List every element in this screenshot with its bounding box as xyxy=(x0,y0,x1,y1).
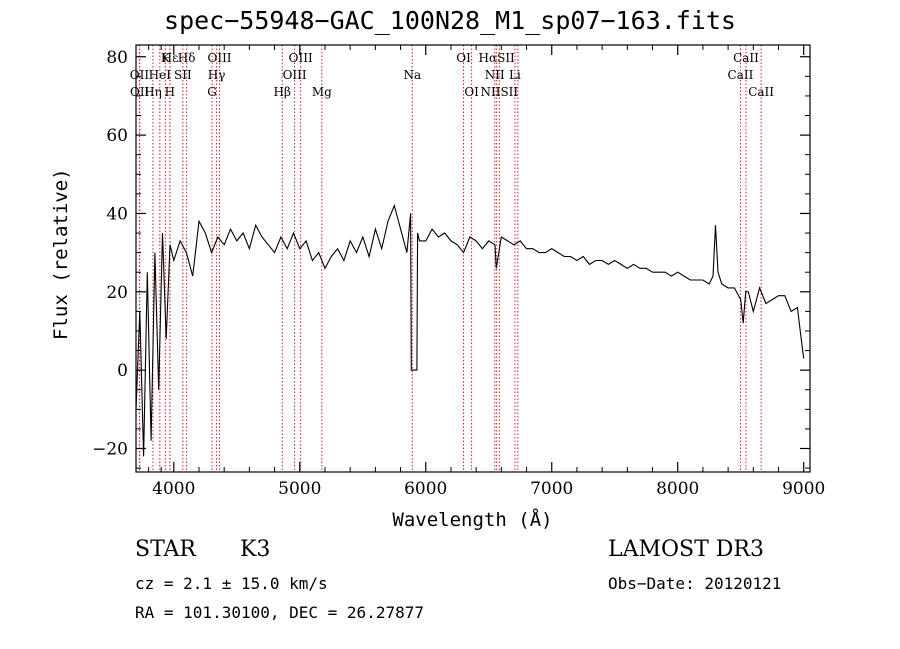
x-axis-label: Wavelength (Å) xyxy=(392,509,553,531)
line-label-13: Na xyxy=(403,68,421,82)
line-label-18: Hη xyxy=(144,85,162,99)
object-class: STAR xyxy=(135,537,196,562)
line-label-3: OIII xyxy=(207,51,231,65)
x-tick-label-1: 5000 xyxy=(278,479,321,499)
line-label-11: Hγ xyxy=(208,68,226,82)
x-tick-label-5: 9000 xyxy=(782,479,825,499)
x-tick-label-4: 8000 xyxy=(656,479,699,499)
line-label-6: HαSII xyxy=(479,51,516,65)
x-axis-ticks: 4000 5000 6000 7000 8000 9000 xyxy=(148,45,825,499)
y-axis-ticks: −20 0 20 40 60 80 xyxy=(92,48,810,469)
flux-series-line xyxy=(135,203,805,457)
line-label-4: OIII xyxy=(289,51,313,65)
y-tick-label-2: 20 xyxy=(106,283,128,303)
line-label-1: K xyxy=(161,51,171,65)
line-label-8: OII xyxy=(130,68,150,82)
y-tick-label-0: −20 xyxy=(92,439,128,459)
line-label-12: OIII xyxy=(283,68,307,82)
survey-name: LAMOST DR3 xyxy=(608,537,764,562)
line-label-10: SII xyxy=(174,68,192,82)
y-tick-label-5: 80 xyxy=(106,48,128,68)
spectral-line-markers xyxy=(138,45,762,472)
plot-frame xyxy=(135,44,811,473)
x-tick-label-3: 7000 xyxy=(530,479,573,499)
line-label-20: G xyxy=(207,85,217,99)
line-label-16: CaII xyxy=(728,68,754,82)
line-label-24: NIISII xyxy=(480,85,518,99)
line-label-9: HeI xyxy=(149,68,172,82)
object-subclass: K3 xyxy=(240,537,271,562)
y-axis-label: Flux (relative) xyxy=(50,168,72,340)
line-label-2: Hδ xyxy=(178,51,196,65)
line-label-19: H xyxy=(165,85,175,99)
ra-dec-coordinates: RA = 101.30100, DEC = 26.27877 xyxy=(135,603,424,622)
line-label-21: Hβ xyxy=(274,85,291,99)
line-label-5: OI xyxy=(456,51,471,65)
line-label-17: OII xyxy=(130,85,150,99)
line-label-22: Mg xyxy=(312,85,332,99)
line-label-7: CaII xyxy=(733,51,759,65)
y-tick-label-1: 0 xyxy=(117,361,128,381)
y-tick-label-4: 60 xyxy=(106,126,128,146)
redshift-velocity: cz = 2.1 ± 15.0 km/s xyxy=(135,574,328,593)
line-label-26: CaII xyxy=(748,85,774,99)
line-label-14: NII xyxy=(485,68,505,82)
line-label-15: Li xyxy=(509,68,521,82)
chart-title: spec−55948−GAC_100N28_M1_sp07−163.fits xyxy=(164,6,736,35)
observation-date: Obs−Date: 20120121 xyxy=(608,574,782,593)
line-label-23: OI xyxy=(464,85,479,99)
y-tick-label-3: 40 xyxy=(106,204,128,224)
x-tick-label-2: 6000 xyxy=(404,479,447,499)
x-tick-label-0: 4000 xyxy=(152,479,195,499)
